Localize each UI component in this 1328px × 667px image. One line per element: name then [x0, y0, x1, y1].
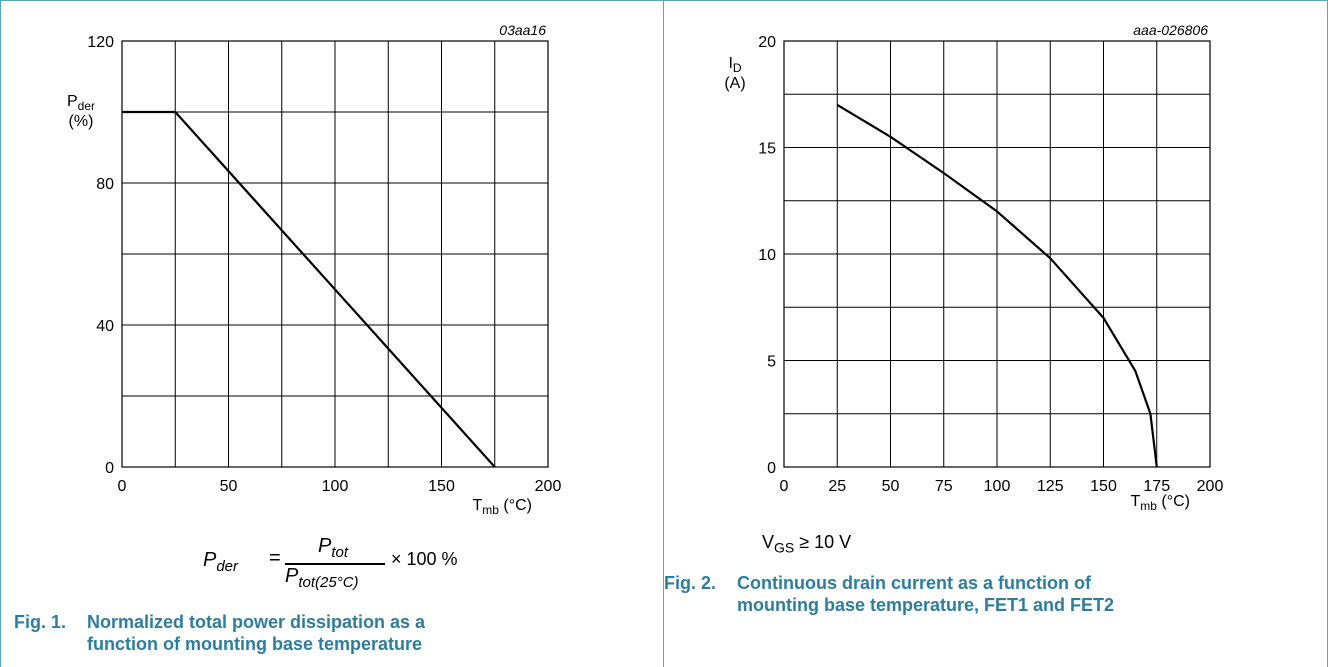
frame-left [0, 0, 1, 667]
formula-numerator: P [317, 535, 332, 557]
x-tick-label: 150 [428, 478, 455, 495]
y-axis-unit: (%) [69, 113, 94, 130]
y-tick-label: 120 [87, 34, 114, 51]
x-tick-label: 0 [118, 478, 127, 495]
formula-lhs: P [203, 549, 217, 571]
gate-source-condition: VGS ≥ 10 V [762, 532, 851, 556]
y-axis-label: ID [728, 55, 741, 75]
figure-2-panel: 0 25 50 75 100 125 150 175 200 0 5 10 15 20 aaa-026806… [664, 0, 1328, 667]
y-axis-label: Pder [67, 93, 95, 113]
x-tick-label: 125 [1037, 478, 1064, 495]
formula-denominator-sub: tot(25°C) [298, 574, 359, 591]
formula-denominator: P [285, 565, 299, 587]
fraction-bar [285, 563, 385, 565]
plot-frame [121, 40, 549, 468]
series-line [122, 110, 496, 468]
x-tick-label: 100 [322, 478, 349, 495]
y-tick-label: 5 [767, 354, 776, 371]
caption-line-1: Continuous drain current as a function o… [737, 573, 1092, 593]
x-tick-label: 75 [935, 478, 953, 495]
caption-text: Normalized total power dissipation as a … [87, 611, 425, 655]
x-tick-label: 175 [1143, 478, 1170, 495]
plot-frame [783, 40, 1211, 468]
x-axis-label: Tmb (°C) [472, 497, 532, 517]
frame-divider [663, 0, 664, 667]
y-tick-label: 15 [758, 141, 776, 158]
figure-2-caption: Fig. 2. Continuous drain current as a fu… [664, 572, 1314, 622]
formula-equals: = [269, 547, 281, 569]
x-tick-label: 200 [1197, 478, 1224, 495]
y-tick-label: 0 [105, 460, 114, 477]
chart-power-derating: 0 50 100 150 200 0 40 80 120 03aa16 Pder(%) Tmb (°C… [67, 22, 562, 517]
y-tick-label: 40 [96, 318, 114, 335]
x-tick-label: 50 [882, 478, 900, 495]
y-tick-label: 0 [767, 460, 776, 477]
x-tick-label: 50 [220, 478, 238, 495]
caption-text: Continuous drain current as a function o… [737, 572, 1114, 616]
figure-1-panel: 0 50 100 150 200 0 40 80 120 03aa16 Pder (%) Tmb (°C… [14, 22, 654, 661]
derating-formula: Pder = Ptot Ptot(25°C) × 100 % [203, 535, 503, 595]
series-line [836, 103, 1158, 468]
x-tick-label: 150 [1090, 478, 1117, 495]
formula-numerator-sub: tot [331, 544, 349, 561]
y-tick-label: 10 [758, 247, 776, 264]
x-tick-label: 100 [984, 478, 1011, 495]
condition-subscript: GS [774, 539, 795, 556]
caption-line-1: Normalized total power dissipation as a [87, 612, 426, 632]
caption-line-2: function of mounting base temperature [87, 634, 423, 654]
x-tick-label: 25 [828, 478, 846, 495]
formula-lhs-sub: der [216, 558, 239, 575]
figure-code: 03aa16 [499, 22, 546, 38]
condition-symbol: V [762, 532, 775, 552]
caption-line-2: mounting base temperature, FET1 and FET2 [737, 595, 1115, 615]
figure-1-caption: Fig. 1. Normalized total power dissipati… [14, 611, 654, 661]
caption-number: Fig. 2. [664, 573, 717, 593]
y-axis-unit: (A) [724, 75, 745, 92]
x-axis-label: Tmb (°C) [1130, 493, 1190, 513]
condition-value: ≥ 10 V [794, 532, 852, 552]
figure-code: aaa-026806 [1133, 22, 1208, 38]
formula-multiplier: × 100 % [391, 549, 458, 569]
caption-number: Fig. 1. [14, 612, 67, 632]
frame-top [0, 0, 1328, 1]
x-tick-label: 200 [535, 478, 562, 495]
y-tick-label: 80 [96, 176, 114, 193]
y-tick-label: 20 [758, 34, 776, 51]
x-tick-label: 0 [780, 478, 789, 495]
chart-drain-current: 0 25 50 75 100 125 150 175 200 0 5 10 15 20 aaa-026806… [724, 22, 1224, 513]
